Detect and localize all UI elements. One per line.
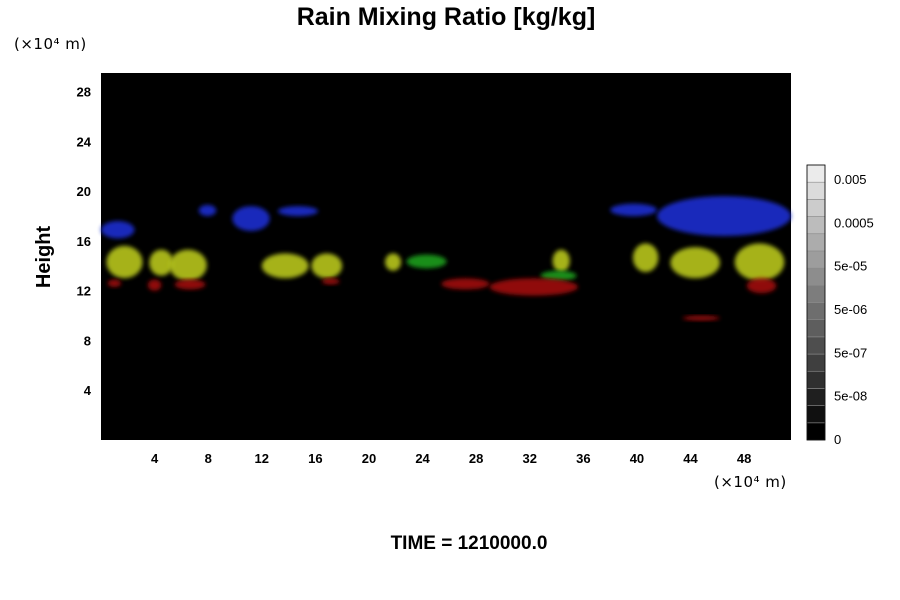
x-tick-label: 4 [151,451,159,466]
colorbar-segment [806,199,826,217]
rain-feature-11 [385,253,402,271]
time-label: TIME = 1210000.0 [391,533,548,554]
colorbar-segment [806,285,826,303]
rain-feature-8 [169,249,207,281]
y-tick-label: 16 [77,234,91,249]
x-tick-label: 36 [576,451,590,466]
colorbar-label: 5e-07 [834,345,867,360]
rain-feature-6 [106,245,143,279]
rain-feature-17 [540,270,577,281]
y-tick-label: 28 [77,85,91,100]
colorbar-segment [806,164,826,183]
y-tick-label: 8 [84,333,91,348]
x-tick-label: 8 [205,451,212,466]
x-tick-label: 48 [737,451,751,466]
y-tick-label: 20 [77,184,91,199]
colorbar-segment [806,353,826,372]
rain-feature-23 [489,278,578,296]
y-tick-label: 12 [77,284,91,299]
rain-feature-3 [277,206,319,217]
rain-feature-21 [322,278,340,285]
x-tick-label: 40 [630,451,644,466]
colorbar-label: 0 [834,432,841,447]
colorbar-segment [806,233,826,252]
y-tick-label: 24 [77,134,92,149]
rain-feature-13 [632,243,659,273]
colorbar-segment [806,319,826,338]
rain-feature-12 [552,249,570,273]
rain-feature-19 [147,279,162,291]
colorbar-label: 0.0005 [834,215,874,230]
colorbar-segment [806,336,826,355]
colorbar-segment [806,422,826,441]
x-axis-unit-label: (×10⁴ m) [714,473,787,491]
x-tick-label: 44 [683,451,698,466]
y-axis-unit-label: (×10⁴ m) [14,35,87,53]
rain-feature-5 [657,196,791,236]
colorbar-segment [806,302,826,320]
colorbar-segment [806,388,826,406]
rain-feature-2 [232,206,270,231]
rain-feature-9 [261,253,309,279]
rain-feature-1 [198,204,217,217]
x-tick-label: 28 [469,451,483,466]
chart-title: Rain Mixing Ratio [kg/kg] [297,3,596,31]
rain-feature-14 [670,247,720,279]
colorbar-segment [806,216,826,235]
colorbar-segment [806,181,826,200]
rain-feature-0 [101,221,135,239]
rain-feature-20 [174,279,206,290]
rain-feature-24 [746,278,777,294]
rain-features-layer [101,196,791,321]
x-tick-label: 24 [415,451,430,466]
rain-feature-22 [441,278,490,290]
rain-feature-4 [610,203,658,217]
colorbar-label: 0.005 [834,172,867,187]
colorbar-segment [806,405,826,424]
rain-feature-10 [311,253,343,279]
colorbar-segment [806,267,826,286]
rain-feature-25 [682,315,720,321]
x-tick-label: 12 [255,451,269,466]
x-tick-label: 32 [523,451,537,466]
y-axis-label: Height [33,226,55,289]
colorbar-segment [806,370,826,389]
x-tick-label: 20 [362,451,376,466]
rain-feature-15 [734,243,785,281]
colorbar-frame [806,164,826,441]
rain-feature-7 [149,249,174,276]
rain-feature-16 [406,254,447,269]
y-axis-ticks: 4 8 12 16 20 24 28 [77,85,92,399]
colorbar-segment [806,250,826,269]
colorbar-label: 5e-08 [834,389,867,404]
rain-feature-18 [107,279,122,287]
x-tick-label: 16 [308,451,322,466]
colorbar-label: 5e-05 [834,259,867,274]
y-tick-label: 4 [84,383,92,398]
colorbar-label: 5e-06 [834,302,867,317]
x-axis-ticks: 4 8 12 16 20 24 28 32 36 40 44 48 [151,451,751,466]
colorbar: 0.005 0.0005 5e-05 5e-06 5e-07 5e-08 0 [806,164,874,447]
